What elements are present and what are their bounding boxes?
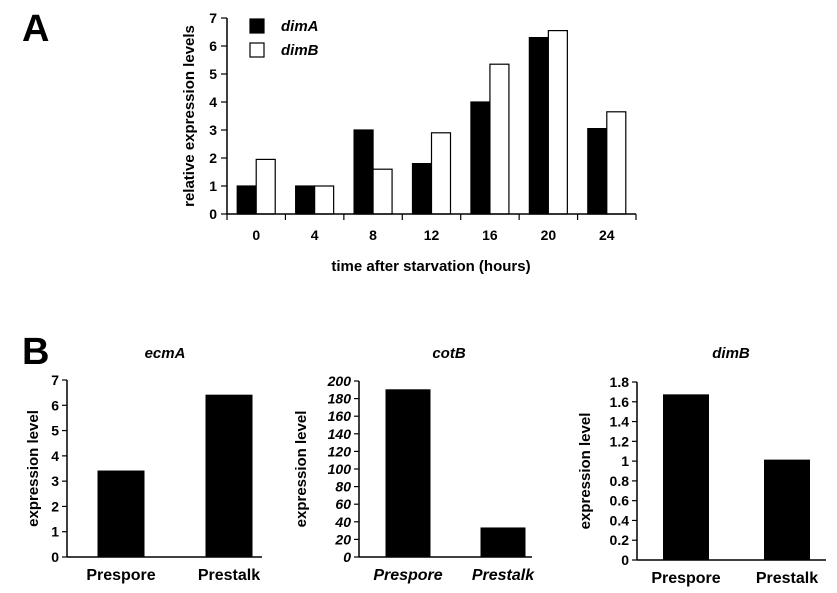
- bar-prestalk: [480, 527, 526, 558]
- y-tick-label: 6: [51, 397, 59, 413]
- chart-ecma: Prespore Prestalk 0 1 2 3 4 5 6 7 ecmA expression l…: [25, 345, 262, 584]
- y-tick-label: 3: [209, 122, 217, 138]
- x-category-label: Prespore: [373, 567, 442, 584]
- bar-dimB-4: [314, 185, 335, 215]
- y-tick-label: 120: [328, 443, 352, 459]
- y-tick-label: 100: [328, 461, 352, 477]
- bar-dimB-24: [606, 111, 627, 215]
- bar-prespore: [97, 470, 145, 558]
- y-tick-label: 40: [334, 514, 351, 530]
- x-axis-label: time after starvation (hours): [331, 258, 530, 275]
- y-tick-label: 20: [334, 531, 351, 547]
- panel-label-a: A: [22, 8, 49, 50]
- y-tick-label: 80: [335, 479, 351, 495]
- y-tick-label: 3: [51, 473, 59, 489]
- x-category-label: Prestalk: [756, 570, 818, 587]
- bar-dimA-16: [470, 101, 491, 215]
- bar-prespore: [663, 394, 709, 561]
- legend-label-dimB: dimB: [281, 42, 319, 59]
- y-tick-label: 1: [51, 524, 59, 540]
- legend-label-dimA: dimA: [281, 18, 319, 35]
- bar-dimB-0: [255, 158, 276, 215]
- y-tick-label: 1: [209, 178, 217, 194]
- x-tick-label: 20: [541, 227, 557, 243]
- bar-dimA-8: [353, 129, 374, 215]
- y-tick-label: 1.2: [610, 433, 630, 449]
- panel-label-b: B: [22, 331, 49, 373]
- bar-prestalk: [205, 394, 253, 558]
- chart-title: dimB: [712, 345, 750, 362]
- y-tick-label: 7: [209, 10, 217, 26]
- y-tick-label: 5: [209, 66, 217, 82]
- y-tick-label: 0: [343, 549, 351, 565]
- y-tick-label: 6: [209, 38, 217, 54]
- x-tick-label: 4: [311, 227, 319, 243]
- x-category-label: Prespore: [86, 567, 155, 584]
- y-tick-label: 2: [209, 150, 217, 166]
- y-axis-label: relative expression levels: [181, 25, 198, 207]
- x-category-label: Prestalk: [198, 567, 260, 584]
- legend-swatch-dimA: [249, 18, 265, 34]
- x-category-label: Prespore: [651, 570, 720, 587]
- y-axis-label: expression level: [25, 410, 42, 527]
- y-tick-label: 0: [621, 552, 629, 568]
- bar-dimB-8: [372, 168, 393, 215]
- y-tick-label: 140: [328, 426, 352, 442]
- x-tick-label: 12: [424, 227, 440, 243]
- y-tick-label: 0: [51, 549, 59, 565]
- x-tick-label: 16: [482, 227, 498, 243]
- y-tick-label: 0.6: [610, 493, 630, 509]
- y-tick-label: 2: [51, 498, 59, 514]
- y-tick-label: 1.4: [610, 414, 630, 430]
- bar-dimB-16: [489, 63, 510, 215]
- bar-dimA-20: [528, 36, 549, 215]
- bar-dimA-0: [236, 185, 257, 215]
- y-tick-label: 4: [209, 94, 217, 110]
- y-tick-label: 0.8: [610, 473, 630, 489]
- y-tick-label: 7: [51, 372, 59, 388]
- bar-dimB-12: [430, 132, 452, 215]
- chart-title: ecmA: [145, 345, 186, 362]
- y-axis-label: expression level: [577, 413, 594, 530]
- bar-prespore: [385, 389, 431, 558]
- y-tick-label: 0.2: [610, 532, 630, 548]
- x-tick-label: 8: [369, 227, 377, 243]
- y-tick-label: 160: [328, 408, 352, 424]
- y-tick-label: 5: [51, 423, 59, 439]
- chart-dimb: Prespore Prestalk 0 0.2 0.4 0.6 0.8 1 1.2 1.4 1.6 1…: [577, 345, 826, 587]
- y-tick-label: 180: [328, 391, 352, 407]
- y-tick-label: 1.6: [610, 394, 630, 410]
- y-tick-label: 1.8: [610, 374, 630, 390]
- y-tick-label: 0: [209, 206, 217, 222]
- legend-swatch-dimB: [249, 42, 265, 58]
- x-tick-label: 24: [599, 227, 615, 243]
- y-tick-label: 200: [327, 373, 352, 389]
- y-tick-label: 0.4: [610, 512, 630, 528]
- bar-dimA-4: [295, 185, 316, 215]
- x-tick-label: 0: [252, 227, 260, 243]
- bar-dimA-24: [587, 128, 608, 215]
- y-tick-label: 1: [621, 453, 629, 469]
- chart-title: cotB: [432, 345, 466, 362]
- bar-dimA-12: [411, 163, 433, 215]
- bar-dimB-20: [547, 30, 568, 215]
- y-tick-label: 4: [51, 448, 59, 464]
- y-axis-label: expression level: [293, 411, 310, 528]
- bar-prestalk: [764, 459, 810, 561]
- y-tick-label: 60: [335, 496, 351, 512]
- x-category-label: Prestalk: [472, 567, 535, 584]
